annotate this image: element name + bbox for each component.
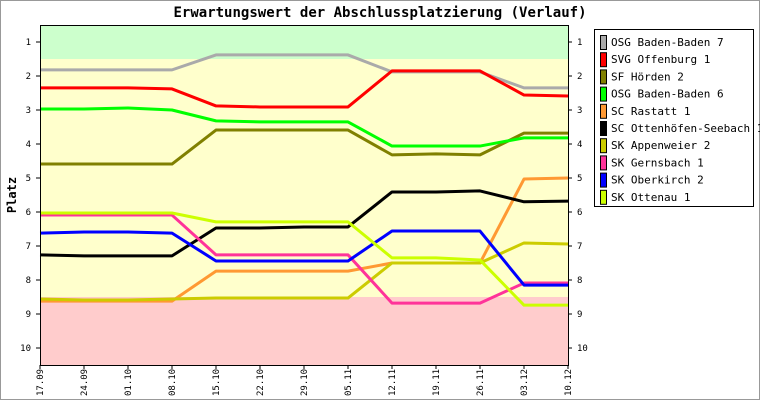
y-tick-label-left: 9: [26, 310, 31, 320]
x-tick-label: 10.12: [564, 369, 574, 396]
y-tick-label-right: 7: [577, 242, 582, 252]
y-tick-label-right: 5: [577, 174, 582, 184]
y-tick-label-right: 6: [577, 208, 582, 218]
x-tick-label: 01.10: [124, 369, 134, 396]
legend-label: SC Rastatt 1: [611, 105, 690, 118]
legend-swatch: [600, 155, 607, 171]
legend-swatch: [600, 69, 607, 85]
legend-label: SVG Offenburg 1: [611, 53, 710, 66]
zone-band: [40, 25, 568, 59]
y-tick-label-right: 9: [577, 310, 582, 320]
series-line-7: [40, 213, 568, 305]
y-tick-label-left: 1: [26, 38, 31, 48]
legend-label: SF Hörden 2: [611, 70, 684, 83]
y-tick-label-right: 8: [577, 276, 582, 286]
y-tick-label-left: 5: [26, 174, 31, 184]
x-tick-label: 22.10: [256, 369, 266, 396]
legend-swatch: [600, 121, 607, 136]
x-tick-label: 24.09: [80, 369, 90, 396]
y-tick-label-right: 2: [577, 72, 582, 82]
legend-swatch: [600, 189, 607, 205]
x-tick-label: 15.10: [212, 369, 222, 396]
x-tick-label: 29.10: [300, 369, 310, 396]
y-tick-label-left: 7: [26, 242, 31, 252]
y-tick-label-left: 3: [26, 106, 31, 116]
y-tick-label-left: 4: [26, 140, 31, 150]
x-tick-label: 17.09: [36, 369, 46, 396]
legend: OSG Baden-Baden 7 SVG Offenburg 1 SF Hörde…: [594, 29, 760, 207]
x-tick-label: 05.11: [344, 369, 354, 396]
series-line-6: [39, 241, 569, 302]
legend-label: OSG Baden-Baden 7: [611, 36, 724, 49]
y-tick-label-right: 4: [577, 140, 582, 150]
y-tick-label-left: 6: [26, 208, 31, 218]
zone-band: [40, 297, 568, 365]
legend-swatch: [600, 103, 607, 119]
y-tick-label-right: 10: [577, 344, 588, 354]
legend-swatch: [600, 138, 607, 154]
series-line-5: [39, 189, 569, 258]
x-tick-label: 12.11: [388, 369, 398, 396]
y-axis-label: Platz: [5, 177, 19, 213]
y-tick-label-left: 2: [26, 72, 31, 82]
legend-box: [594, 29, 754, 207]
legend-swatch: [600, 86, 607, 102]
legend-label: SK Gernsbach 1: [611, 156, 704, 169]
y-tick-label-left: 10: [20, 344, 31, 354]
legend-label: SK Appenweier 2: [611, 139, 710, 152]
legend-swatch: [600, 172, 607, 188]
legend-swatch: [600, 35, 607, 50]
series-line-9: [40, 211, 568, 307]
y-tick-label-right: 3: [577, 106, 582, 116]
y-tick-label-right: 1: [577, 38, 582, 48]
legend-label: SK Ottenau 1: [611, 191, 690, 204]
legend-swatch: [600, 52, 607, 68]
series-line-3: [40, 106, 568, 148]
chart-title: Erwartungswert der Abschlussplatzierung …: [173, 5, 586, 21]
y-tick-label-left: 8: [26, 276, 31, 286]
legend-label: SK Oberkirch 2: [611, 174, 704, 187]
series-line-1: [40, 69, 569, 109]
x-tick-label: 03.12: [520, 369, 530, 396]
series-line-8: [39, 229, 568, 287]
legend-label: OSG Baden-Baden 6: [611, 88, 724, 101]
series-line-2: [40, 128, 568, 166]
legend-label: SC Ottenhöfen-Seebach 1: [611, 122, 760, 135]
x-tick-label: 08.10: [168, 369, 178, 396]
x-tick-label: 26.11: [476, 369, 486, 396]
x-tick-label: 19.11: [432, 369, 442, 396]
